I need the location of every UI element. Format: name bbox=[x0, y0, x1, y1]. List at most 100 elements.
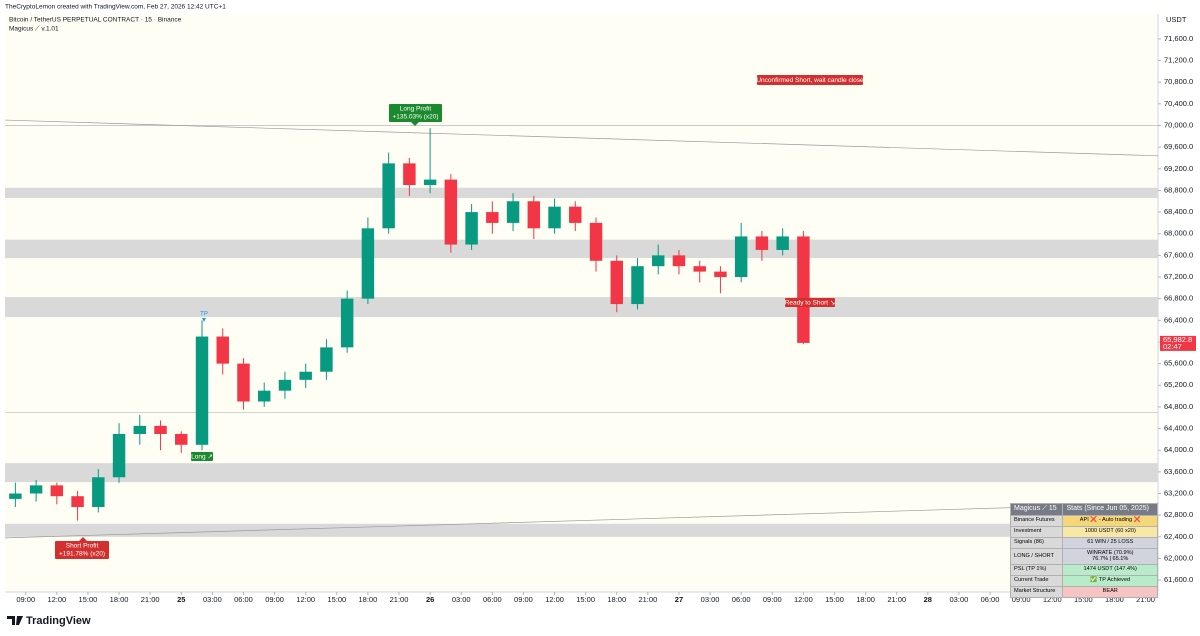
table-line: 76.7% | 65.1% bbox=[1092, 556, 1129, 562]
candle-body bbox=[320, 347, 333, 372]
annotation: TP bbox=[200, 312, 208, 322]
y-tick-label: 62,800.0 bbox=[1164, 510, 1193, 519]
table-header: Magicus ⟋ 15 bbox=[1009, 503, 1064, 516]
x-tick-label: 03:00 bbox=[452, 595, 471, 604]
annotation-box bbox=[757, 75, 863, 85]
candle-body bbox=[92, 477, 105, 508]
x-tick-label: 25 bbox=[177, 595, 185, 604]
indicator: Magicus ⟋ v.1.01 bbox=[9, 26, 59, 33]
y-tick-label: 71,200.0 bbox=[1164, 56, 1193, 65]
annotation-box bbox=[785, 298, 835, 307]
stats-table: Magicus ⟋ 15 Stats (Since Jun 05, 2025) B… bbox=[1009, 503, 1158, 598]
x-tick-label: 15:00 bbox=[825, 595, 844, 604]
table-cell: ✅ TP Achieved bbox=[1062, 574, 1158, 587]
y-tick-label: 62,400.0 bbox=[1164, 532, 1193, 541]
y-unit: USDT bbox=[1166, 15, 1187, 24]
x-tick-label: 21:00 bbox=[141, 595, 160, 604]
x-tick-label: 21:00 bbox=[638, 595, 657, 604]
annotation: Short Profit +191.78% (x20) bbox=[55, 537, 109, 559]
candle-body bbox=[527, 201, 541, 229]
table-cell: 61 WIN / 25 LOSS bbox=[1062, 536, 1158, 549]
annotation: Unconfirmed Short, wait candle close bbox=[756, 75, 864, 85]
zone bbox=[5, 297, 1158, 318]
credit: TheCryptoLemon created with TradingView.… bbox=[5, 4, 226, 11]
y-tick-label: 65,200.0 bbox=[1164, 380, 1193, 389]
x-tick-label: 03:00 bbox=[701, 595, 720, 604]
x-tick-label: 12:00 bbox=[296, 595, 315, 604]
x-tick-label: 09:00 bbox=[514, 595, 533, 604]
annotation: Ready to Short ↘ bbox=[785, 298, 836, 307]
candle-body bbox=[610, 260, 623, 305]
brand: TradingView bbox=[26, 615, 91, 627]
candle-body bbox=[237, 363, 250, 402]
candle-body bbox=[50, 485, 64, 497]
candle-body bbox=[506, 201, 520, 223]
table-cell: Market Structure bbox=[1009, 585, 1064, 598]
table-cell: Binance Futures bbox=[1009, 514, 1064, 527]
candle-body bbox=[423, 179, 437, 186]
x-tick-label: 03:00 bbox=[203, 595, 222, 604]
zone bbox=[5, 463, 1158, 483]
zone bbox=[5, 187, 1158, 199]
y-tick-label: 66,400.0 bbox=[1164, 315, 1193, 324]
y-tick-label: 64,400.0 bbox=[1164, 424, 1193, 433]
candle-body bbox=[257, 390, 271, 402]
y-tick-label: 68,400.0 bbox=[1164, 207, 1193, 216]
x-tick-label: 09:00 bbox=[1012, 595, 1031, 604]
annotation: Long ↗ bbox=[191, 452, 213, 461]
candle-body bbox=[216, 336, 229, 364]
candle-body bbox=[154, 425, 167, 434]
candle-body bbox=[465, 212, 478, 245]
candle-body bbox=[9, 493, 22, 499]
trend-line bbox=[4, 119, 1159, 157]
y-tick-label: 68,000.0 bbox=[1164, 229, 1193, 238]
candle-body bbox=[444, 179, 458, 245]
candle-body bbox=[486, 212, 499, 223]
symbol: Bitcoin / TetherUS PERPETUAL CONTRACT · … bbox=[9, 17, 182, 24]
annotation-text: Short Profit bbox=[66, 543, 99, 550]
annotation-text: +135.03% (x20) bbox=[392, 114, 438, 121]
x-tick-label: 21:00 bbox=[887, 595, 906, 604]
logo-icon bbox=[7, 616, 23, 625]
candle-body bbox=[631, 266, 644, 305]
annotation-box bbox=[389, 104, 442, 122]
y-tick-label: 63,200.0 bbox=[1164, 488, 1193, 497]
x-tick-label: 18:00 bbox=[1105, 595, 1124, 604]
countdown: 02:47 bbox=[1163, 342, 1182, 351]
y-tick-label: 64,000.0 bbox=[1164, 445, 1193, 454]
candle-body bbox=[195, 336, 209, 445]
y-tick-label: 67,600.0 bbox=[1164, 250, 1193, 259]
candle-body bbox=[403, 163, 416, 186]
candle-body bbox=[652, 255, 665, 267]
candle-body bbox=[133, 425, 147, 434]
candle-body bbox=[112, 433, 126, 478]
last-price-label: 65,982.8 bbox=[1163, 335, 1192, 344]
candle-body bbox=[589, 222, 603, 261]
zone bbox=[5, 523, 1158, 537]
x-tick-label: 06:00 bbox=[483, 595, 502, 604]
trend-line bbox=[4, 502, 1159, 539]
candle-body bbox=[361, 228, 375, 299]
marks bbox=[4, 119, 1159, 539]
x-tick-label: 15:00 bbox=[79, 595, 98, 604]
candle-body bbox=[693, 266, 706, 272]
candle-body bbox=[672, 255, 686, 267]
table-cell: Signals (86) bbox=[1009, 536, 1064, 549]
annotation-text: Unconfirmed Short, wait candle close bbox=[756, 77, 864, 84]
candle-body bbox=[340, 298, 354, 348]
annotation-box bbox=[55, 541, 109, 559]
x-tick-label: 27 bbox=[675, 595, 683, 604]
table-cell: 1474 USDT (147.4%) bbox=[1062, 563, 1158, 576]
y-tick-label: 71,600.0 bbox=[1164, 34, 1193, 43]
candle-body bbox=[29, 485, 43, 494]
x-tick-label: 12:00 bbox=[545, 595, 564, 604]
x-tick-label: 15:00 bbox=[327, 595, 346, 604]
x-tick-label: 15:00 bbox=[576, 595, 595, 604]
y-tick-label: 67,200.0 bbox=[1164, 272, 1193, 281]
y-tick-label: 70,400.0 bbox=[1164, 99, 1193, 108]
table-cell: WINRATE (70.9%) 76.7% | 65.1% bbox=[1062, 547, 1158, 565]
annotation-text: Ready to Short ↘ bbox=[785, 300, 836, 307]
x-tick-label: 15:00 bbox=[1074, 595, 1093, 604]
